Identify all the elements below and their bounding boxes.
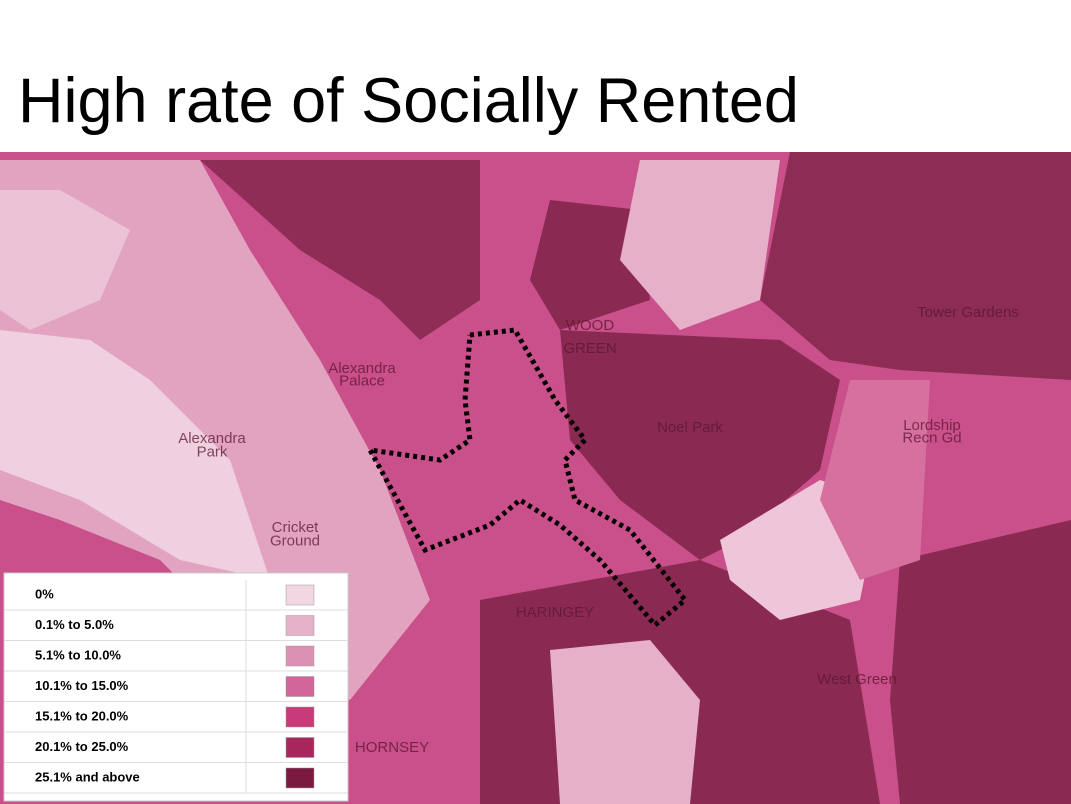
place-label: HORNSEY bbox=[355, 739, 429, 756]
legend-label: 0.1% to 5.0% bbox=[35, 617, 114, 632]
region-lightest bbox=[0, 330, 270, 580]
legend-swatch bbox=[285, 645, 315, 667]
place-label: GREEN bbox=[563, 340, 616, 357]
region-lightest bbox=[0, 190, 130, 330]
place-label: Noel Park bbox=[657, 419, 723, 436]
place-label: Cricket bbox=[272, 519, 320, 536]
place-label: WOOD bbox=[566, 317, 614, 334]
legend-swatch bbox=[285, 737, 315, 758]
place-label: Recn Gd bbox=[902, 430, 961, 447]
region-dark bbox=[890, 520, 1071, 804]
legend-label: 20.1% to 25.0% bbox=[35, 739, 129, 754]
legend-label: 15.1% to 20.0% bbox=[35, 708, 129, 723]
region-dark bbox=[760, 152, 1071, 380]
place-label: Alexandra bbox=[178, 430, 246, 447]
place-label: Tower Gardens bbox=[917, 304, 1019, 321]
region-dark bbox=[530, 200, 650, 330]
place-labels: WOOD GREEN Noel Park Tower Gardens Alexandra… bbox=[178, 304, 1019, 756]
slide-title: High rate of Socially Rented bbox=[18, 66, 799, 136]
legend-swatch bbox=[285, 767, 315, 789]
legend-label: 10.1% to 15.0% bbox=[35, 678, 129, 693]
legend-label: 25.1% and above bbox=[35, 769, 140, 784]
place-label: Lordship bbox=[903, 417, 961, 434]
place-label: HARINGEY bbox=[516, 604, 594, 621]
region-light bbox=[550, 640, 700, 804]
region-medium bbox=[820, 380, 930, 580]
place-label: Palace bbox=[339, 373, 385, 390]
region-light bbox=[620, 160, 780, 330]
region-dark bbox=[560, 330, 840, 560]
legend-swatch bbox=[285, 615, 315, 636]
place-label: West Green bbox=[817, 671, 897, 688]
region-light bbox=[0, 160, 430, 700]
legend-swatch bbox=[285, 584, 315, 606]
legend-swatch bbox=[285, 676, 315, 697]
region-dark bbox=[200, 160, 480, 340]
legend: 0% 0.1% to 5.0% 5.1% to 10.0% 10.1% to 15.0… bbox=[3, 572, 349, 802]
area-boundary bbox=[365, 327, 689, 629]
legend-label: 0% bbox=[35, 586, 54, 601]
legend-label: 5.1% to 10.0% bbox=[35, 647, 121, 662]
place-label: Ground bbox=[270, 533, 320, 550]
place-label: Park bbox=[197, 444, 228, 461]
map-regions bbox=[0, 152, 1071, 804]
legend-swatch bbox=[285, 706, 315, 728]
place-label: Alexandra bbox=[328, 360, 396, 377]
